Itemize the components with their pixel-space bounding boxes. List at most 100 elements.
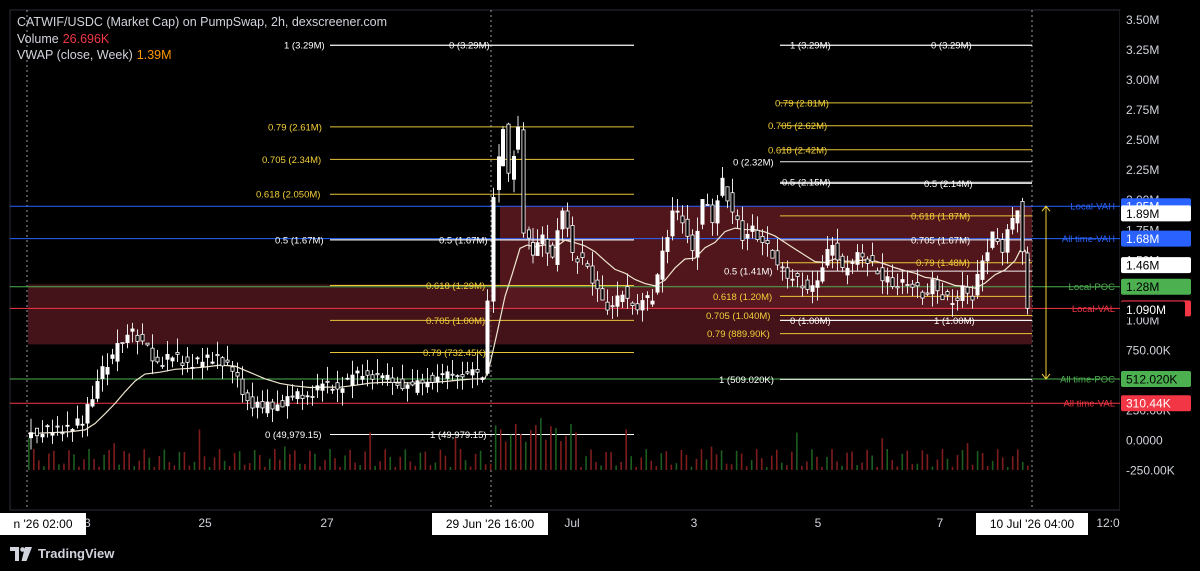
- volume-bar: [178, 451, 181, 470]
- price-tag: [1121, 230, 1191, 247]
- candle-body: [365, 370, 370, 376]
- volume-bar: [896, 466, 899, 470]
- volume-bar: [188, 465, 191, 470]
- candle-body: [185, 356, 190, 363]
- candle-body: [60, 432, 65, 435]
- volume-bar: [344, 455, 346, 470]
- volume-bar: [535, 425, 537, 470]
- candle-body: [685, 218, 690, 237]
- level-label: Local-VAH: [1070, 202, 1115, 213]
- candle-body: [815, 280, 820, 288]
- volume-bar: [208, 466, 211, 470]
- candle-body: [545, 238, 550, 254]
- candle-body: [205, 354, 210, 358]
- candle-body: [630, 302, 635, 306]
- volume-bar: [705, 459, 708, 470]
- volume-bar: [83, 459, 85, 470]
- volume-bar: [906, 450, 909, 470]
- candle-body: [180, 362, 185, 366]
- candle-body: [516, 126, 521, 150]
- volume-bar: [233, 453, 236, 470]
- x-cursor-tag: [0, 513, 86, 535]
- volume-bar: [720, 450, 723, 470]
- x-tick-label: Jul: [564, 516, 579, 530]
- volume-bar: [399, 456, 402, 470]
- candle-body: [410, 381, 415, 386]
- candle-body: [920, 291, 925, 299]
- candle-body: [595, 279, 600, 290]
- fib-label: 0.79 (889.90K): [707, 329, 770, 340]
- candle-body: [200, 361, 205, 368]
- volume-bar: [459, 449, 462, 470]
- candle-body: [35, 427, 40, 437]
- fib-label: 0.705 (1.00M): [426, 316, 485, 327]
- x-tick-label: 27: [320, 516, 334, 530]
- volume-bar: [449, 466, 452, 470]
- price-tag-label: 310.44K: [1126, 397, 1171, 411]
- volume-bar: [665, 451, 668, 470]
- volume-bar: [253, 449, 256, 470]
- volume-bar: [143, 449, 146, 470]
- candle-body: [1010, 217, 1015, 230]
- volume-bar: [615, 465, 617, 470]
- volume-bar: [369, 432, 371, 470]
- volume-bar: [434, 462, 437, 470]
- candle-body: [160, 364, 165, 367]
- candle-body: [295, 391, 300, 400]
- volume-bar: [238, 451, 241, 470]
- tradingview-label: TradingView: [38, 546, 115, 561]
- candle-body: [865, 258, 870, 264]
- volume-bar: [273, 449, 276, 470]
- volume-bar: [319, 466, 321, 470]
- candle-body: [315, 385, 320, 391]
- measure-arrow-head: [1041, 205, 1051, 212]
- volume-bar: [836, 461, 838, 470]
- volume-bar: [971, 464, 974, 470]
- candle-body: [250, 396, 255, 409]
- candle-body: [830, 244, 835, 256]
- candle-body: [470, 369, 475, 376]
- fib-label: 0.79 (1.48M): [916, 258, 970, 269]
- candle-body: [500, 129, 505, 167]
- volume-bar: [695, 458, 698, 470]
- candle-body: [755, 229, 760, 241]
- volume-bar: [429, 465, 432, 470]
- candle-body: [960, 285, 965, 301]
- tradingview-branding[interactable]: TradingView: [10, 546, 114, 561]
- volume-bar: [334, 458, 336, 470]
- x-tick-label: 3: [691, 516, 698, 530]
- volume-bar: [555, 428, 557, 470]
- legend-vwap-label: VWAP (close, Week): [17, 48, 133, 62]
- candle-body: [665, 237, 670, 252]
- volume-bar: [148, 457, 151, 470]
- y-tick-label: 750.00K: [1126, 343, 1171, 357]
- price-tag: [1121, 370, 1191, 387]
- fib-label: 0 (1.00M): [790, 316, 831, 327]
- candle-body: [790, 278, 795, 281]
- volume-bar: [419, 452, 422, 470]
- candle-body: [155, 356, 160, 363]
- candle-body: [512, 155, 517, 180]
- candle-body: [50, 432, 55, 436]
- candle-body: [165, 353, 170, 360]
- volume-bar: [128, 453, 130, 470]
- volume-bar: [575, 432, 577, 470]
- candle-body: [45, 425, 50, 428]
- candle-body: [895, 286, 900, 289]
- volume-bar: [655, 466, 658, 470]
- candle-body: [640, 300, 645, 311]
- volume-bar: [474, 453, 477, 470]
- candle-body: [695, 230, 700, 258]
- y-tick-label: 0.0000: [1126, 434, 1163, 448]
- volume-bar: [454, 438, 457, 470]
- candle-body: [170, 357, 175, 362]
- candle-body: [521, 129, 526, 234]
- volume-bar: [831, 449, 833, 470]
- x-cursor-label: n '26 02:00: [13, 517, 72, 531]
- fib-label: 1 (3.29M): [790, 41, 831, 52]
- candle-body: [496, 156, 501, 190]
- volume-bar: [289, 454, 291, 470]
- volume-bar: [941, 449, 944, 470]
